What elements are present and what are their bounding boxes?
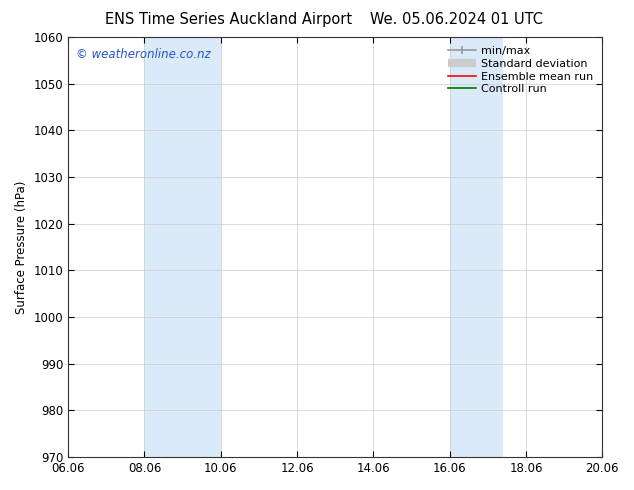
Legend: min/max, Standard deviation, Ensemble mean run, Controll run: min/max, Standard deviation, Ensemble me… (444, 43, 597, 98)
Bar (145, 37, 221, 457)
Y-axis label: Surface Pressure (hPa): Surface Pressure (hPa) (15, 180, 28, 314)
Bar (450, 37, 503, 457)
Text: ENS Time Series Auckland Airport: ENS Time Series Auckland Airport (105, 12, 352, 27)
Text: © weatheronline.co.nz: © weatheronline.co.nz (76, 48, 211, 61)
Text: We. 05.06.2024 01 UTC: We. 05.06.2024 01 UTC (370, 12, 543, 27)
